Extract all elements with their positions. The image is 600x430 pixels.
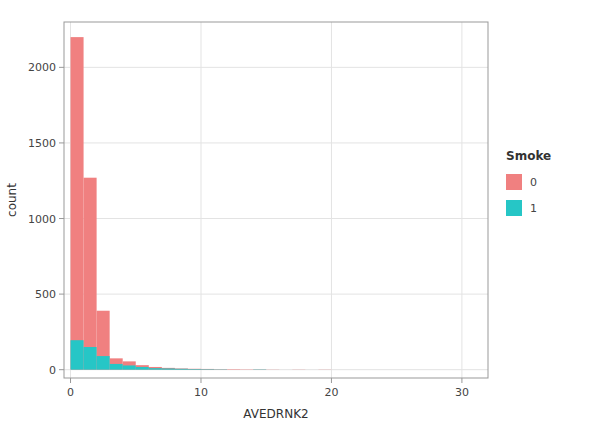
bar — [71, 340, 84, 369]
grid-line — [461, 22, 462, 378]
tick-label: 20 — [324, 386, 338, 399]
legend-title: Smoke — [506, 149, 551, 163]
x-axis-label: AVEDRNK2 — [243, 407, 308, 421]
grid-line — [64, 142, 488, 143]
legend-label: 0 — [530, 176, 537, 189]
bar — [162, 368, 175, 369]
bar — [305, 369, 318, 370]
tick — [59, 218, 64, 219]
bar — [175, 368, 188, 370]
tick — [59, 369, 64, 370]
tick-label: 1000 — [28, 213, 56, 226]
bar — [240, 369, 253, 370]
bar — [97, 311, 110, 370]
bar — [162, 368, 175, 370]
bar — [97, 356, 110, 370]
tick — [200, 378, 201, 383]
tick-label: 2000 — [28, 61, 56, 74]
tick — [331, 378, 332, 383]
bar — [175, 368, 188, 369]
chart: 01020300500100015002000AVEDRNK2countSmok… — [0, 0, 600, 430]
bar — [214, 369, 227, 370]
bar — [123, 361, 136, 369]
bar — [201, 368, 214, 370]
tick-label: 500 — [35, 288, 56, 301]
bar — [136, 367, 149, 370]
bar — [253, 369, 266, 370]
grid — [64, 22, 488, 378]
axes: 0 10 20 30 0 500 1000 1500 2000 — [28, 61, 469, 399]
bar — [136, 365, 149, 370]
tick — [59, 294, 64, 295]
plot-frame — [64, 22, 488, 378]
series — [71, 37, 332, 370]
bar — [71, 37, 84, 370]
bar — [279, 369, 292, 370]
y-axis-label: count — [5, 183, 19, 217]
bar — [266, 369, 279, 370]
bar — [149, 368, 162, 370]
grid-line — [64, 294, 488, 295]
series — [71, 340, 267, 369]
bar — [240, 369, 253, 370]
bar — [214, 369, 227, 370]
bar — [110, 364, 123, 370]
bar — [84, 178, 97, 370]
bar — [227, 369, 240, 370]
grid-line — [200, 22, 201, 378]
tick — [59, 67, 64, 68]
bar — [123, 365, 136, 369]
bar — [188, 369, 201, 371]
tick-label: 0 — [67, 386, 74, 399]
grid-line — [64, 67, 488, 68]
legend-swatch — [506, 200, 522, 216]
bar — [110, 358, 123, 369]
legend-swatch — [506, 174, 522, 190]
bars — [71, 37, 332, 370]
tick — [59, 142, 64, 143]
tick-label: 0 — [49, 364, 56, 377]
grid-line — [331, 22, 332, 378]
tick-label: 30 — [455, 386, 469, 399]
bar — [149, 367, 162, 370]
bar — [253, 369, 266, 370]
tick — [70, 378, 71, 383]
bar — [188, 368, 201, 370]
legend-label: 1 — [530, 202, 537, 215]
tick-label: 10 — [194, 386, 208, 399]
grid-line — [64, 218, 488, 219]
bar — [318, 369, 331, 370]
legend: Smoke 0 1 — [506, 149, 551, 216]
bar — [292, 369, 305, 370]
tick-label: 1500 — [28, 137, 56, 150]
bar — [227, 369, 240, 370]
bar — [201, 369, 214, 370]
tick — [461, 378, 462, 383]
bar — [84, 347, 97, 370]
